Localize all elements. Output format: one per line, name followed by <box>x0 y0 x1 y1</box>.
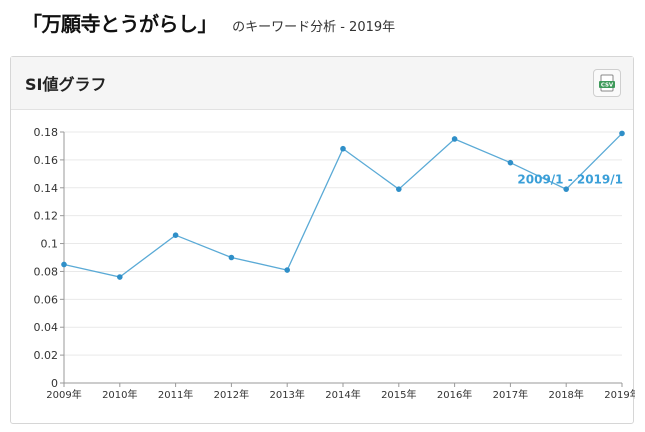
y-tick-label: 0.12 <box>34 210 59 223</box>
keyword-title: 「万願寺とうがらし」 <box>22 12 218 36</box>
si-data-point <box>340 145 346 152</box>
y-tick-label: 0.06 <box>34 293 59 306</box>
x-tick-label: 2018年 <box>548 388 583 401</box>
si-data-point <box>507 159 514 166</box>
date-range-annotation: 2009/1 - 2019/1 <box>517 173 623 187</box>
csv-icon-label: CSV <box>601 83 614 89</box>
si-data-point <box>563 186 569 192</box>
y-tick-label: 0.08 <box>34 265 59 278</box>
si-data-point <box>284 267 291 273</box>
x-tick-label: 2017年 <box>493 388 528 401</box>
si-data-point <box>117 274 123 280</box>
panel-header: SI値グラフ CSV <box>11 57 633 110</box>
si-data-point <box>451 136 458 142</box>
si-data-point <box>61 261 67 268</box>
x-tick-label: 2010年 <box>102 388 137 401</box>
y-tick-label: 0 <box>51 377 58 390</box>
y-tick-label: 0.02 <box>34 349 59 362</box>
x-tick-label: 2011年 <box>158 388 193 401</box>
page-heading: 「万願寺とうがらし」 のキーワード分析 - 2019年 <box>22 8 395 37</box>
x-tick-label: 2015年 <box>381 388 416 401</box>
csv-download-button[interactable]: CSV <box>593 69 621 97</box>
y-tick-label: 0.1 <box>41 238 59 251</box>
csv-file-icon: CSV <box>599 74 615 92</box>
y-tick-label: 0.16 <box>34 154 59 167</box>
x-tick-label: 2013年 <box>269 388 304 401</box>
si-data-point <box>396 186 402 192</box>
x-tick-label: 2012年 <box>214 388 249 401</box>
x-tick-label: 2019年 <box>604 388 635 401</box>
si-line-chart: 0 0.02 0.04 0.06 0.08 0.1 0.12 0.14 0.16 0.18 2009… <box>34 126 636 401</box>
y-tick-label: 0.04 <box>34 321 59 334</box>
y-tick-label: 0.18 <box>34 126 59 139</box>
si-series-line <box>63 132 623 278</box>
si-chart-panel: SI値グラフ CSV 0 0.02 0.04 0.06 0.08 0.1 0.12 0.14 0… <box>10 56 636 424</box>
si-data-point <box>619 130 625 137</box>
panel-title: SI値グラフ <box>25 75 107 94</box>
x-tick-label: 2016年 <box>437 388 472 401</box>
si-data-point <box>228 254 235 261</box>
x-tick-label: 2009年 <box>46 388 81 401</box>
si-data-point <box>172 232 179 238</box>
page-subtitle: のキーワード分析 - 2019年 <box>232 20 396 35</box>
x-tick-label: 2014年 <box>325 388 360 401</box>
y-tick-label: 0.14 <box>34 182 59 195</box>
